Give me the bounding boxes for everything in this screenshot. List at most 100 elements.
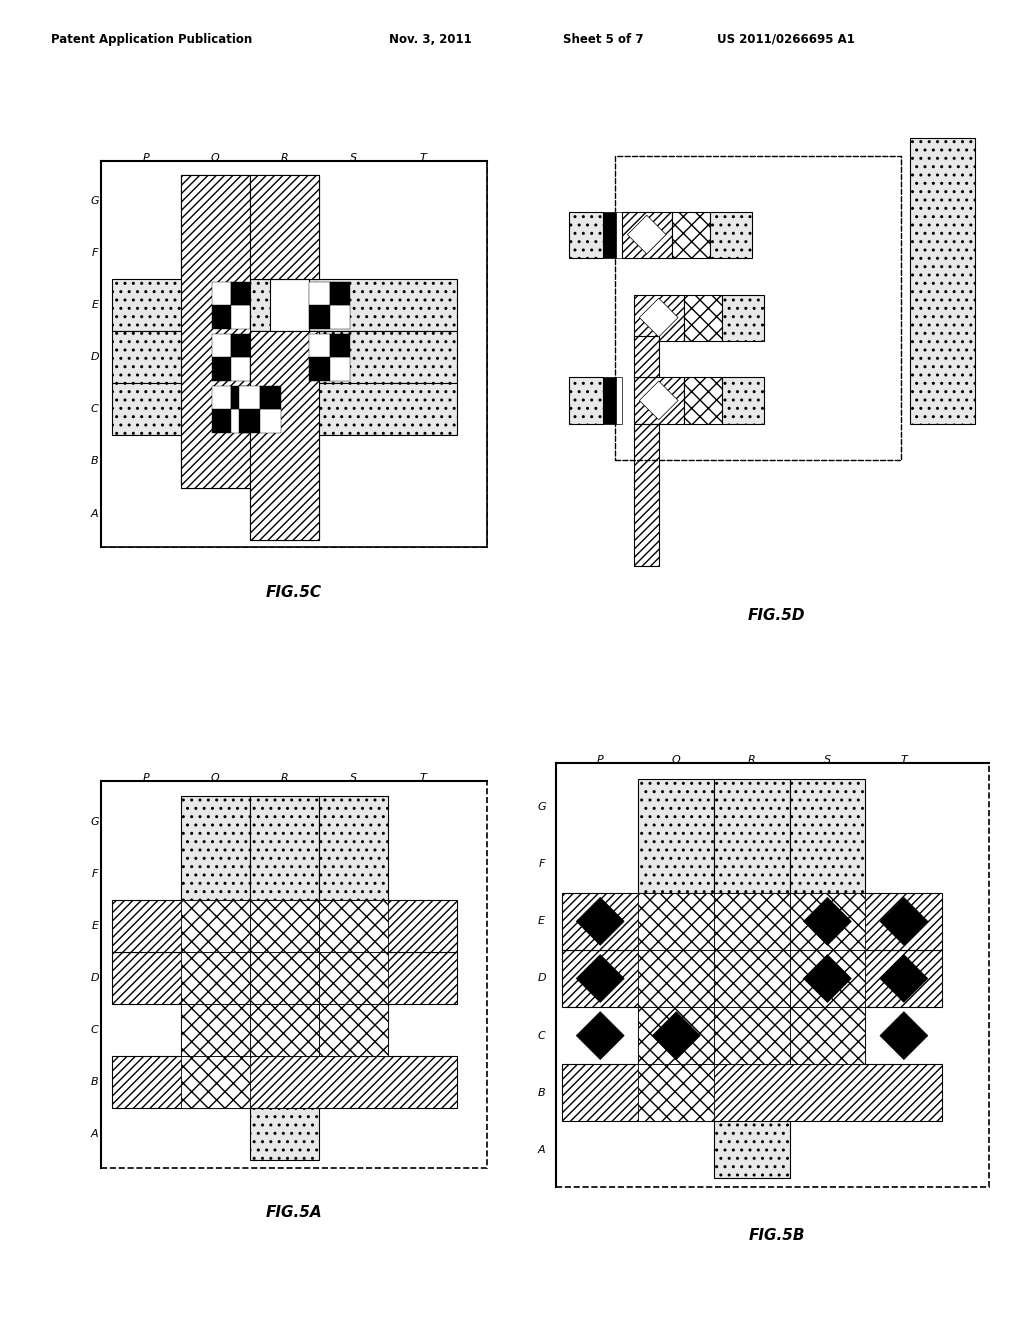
Text: A: A [91, 508, 98, 519]
Bar [562, 892, 942, 950]
Bar [309, 280, 457, 331]
Bar [309, 334, 330, 358]
Bar [112, 952, 457, 1003]
Bar [260, 385, 281, 409]
Bar [230, 385, 250, 409]
Bar [602, 378, 616, 424]
Bar [711, 211, 752, 257]
Text: C: C [91, 404, 98, 414]
Text: F: F [539, 859, 545, 869]
Bar [230, 305, 250, 329]
Text: P: P [597, 755, 603, 766]
Bar [790, 892, 865, 950]
Bar [230, 334, 250, 358]
Bar [714, 892, 790, 950]
Bar [672, 211, 711, 257]
Text: a: a [258, 968, 262, 973]
Bar [112, 383, 270, 436]
Bar [309, 331, 457, 383]
Text: a: a [723, 968, 728, 973]
Bar [602, 211, 616, 257]
Bar [330, 358, 350, 380]
Bar [309, 358, 330, 380]
Polygon shape [577, 898, 625, 945]
Text: Patent Application Publication: Patent Application Publication [51, 33, 253, 46]
Bar [639, 950, 714, 1007]
Bar [181, 176, 250, 487]
Text: T: T [900, 755, 907, 766]
Polygon shape [880, 954, 928, 1002]
Bar [112, 1056, 457, 1107]
Bar [330, 334, 350, 358]
Polygon shape [652, 1011, 700, 1060]
Bar [230, 358, 250, 380]
Bar [112, 331, 270, 383]
Polygon shape [628, 215, 666, 253]
Bar [240, 383, 457, 436]
Polygon shape [880, 898, 928, 945]
Bar [639, 1064, 714, 1122]
Bar [250, 796, 318, 1160]
Text: FIG.5D: FIG.5D [748, 607, 806, 623]
Text: B: B [91, 457, 98, 466]
Bar [714, 1007, 790, 1064]
Bar [615, 156, 901, 461]
Text: b: b [258, 985, 262, 991]
Bar [622, 211, 672, 257]
Text: P: P [142, 153, 150, 162]
Text: F: F [91, 869, 98, 879]
Text: D: D [90, 352, 99, 363]
Text: FIG.5C: FIG.5C [266, 585, 323, 599]
Text: Q: Q [211, 153, 219, 162]
Bar [309, 282, 330, 305]
Bar [790, 1007, 865, 1064]
Bar [330, 305, 350, 329]
Bar [319, 900, 388, 952]
Text: Nov. 3, 2011: Nov. 3, 2011 [389, 33, 472, 46]
Bar [562, 1064, 942, 1122]
Bar [639, 779, 714, 1064]
Bar [330, 282, 350, 305]
Bar [634, 337, 658, 378]
Polygon shape [804, 954, 851, 1002]
Text: S: S [824, 755, 830, 766]
Bar [616, 211, 622, 257]
Bar [319, 796, 388, 1056]
Bar [181, 1003, 250, 1056]
Bar [319, 952, 388, 1003]
Bar [181, 796, 250, 1056]
Polygon shape [804, 898, 851, 945]
Text: FIG.5A: FIG.5A [266, 1205, 323, 1220]
Text: T: T [419, 153, 426, 162]
Bar [250, 900, 318, 952]
Bar [790, 779, 865, 1064]
Bar [260, 409, 281, 433]
Bar [250, 331, 318, 540]
Text: F: F [91, 248, 98, 259]
Bar [250, 176, 318, 280]
Text: b: b [700, 987, 705, 993]
Bar [230, 282, 250, 305]
Bar [714, 779, 790, 1179]
Bar [212, 334, 230, 358]
Bar [212, 358, 230, 380]
Text: b: b [723, 987, 728, 993]
Text: R: R [281, 153, 288, 162]
Bar [722, 294, 764, 341]
Bar [714, 950, 790, 1007]
Text: R: R [748, 755, 756, 766]
Bar [181, 176, 250, 487]
Text: b: b [237, 985, 242, 991]
Bar [212, 282, 230, 305]
Text: a: a [238, 968, 242, 973]
Text: FIG.5B: FIG.5B [749, 1228, 805, 1243]
Bar [112, 280, 270, 331]
Bar [212, 409, 230, 433]
Bar [639, 1007, 714, 1064]
Bar [634, 378, 684, 424]
Bar [562, 950, 942, 1007]
Text: D: D [538, 973, 546, 983]
Text: B: B [538, 1088, 546, 1098]
Text: G: G [90, 197, 99, 206]
Bar [250, 1003, 318, 1056]
